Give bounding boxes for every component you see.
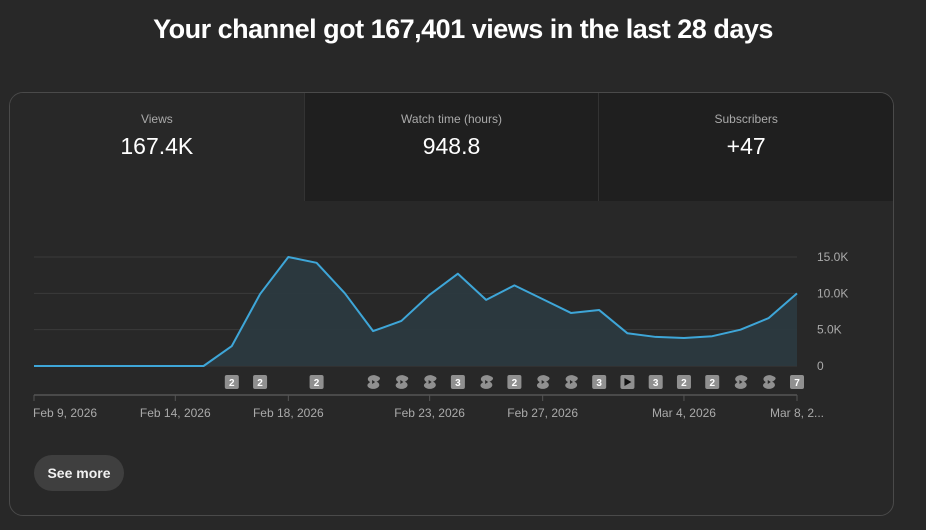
upload-count-badge: [253, 375, 268, 389]
y-tick-label: 0: [817, 359, 824, 373]
tab-watch-time[interactable]: Watch time (hours) 948.8: [303, 93, 599, 201]
upload-count-label: 3: [653, 378, 659, 389]
play-icon: [624, 378, 632, 386]
y-tick-label: 10.0K: [817, 286, 848, 300]
metric-tabs: Views 167.4K Watch time (hours) 948.8 Su…: [10, 93, 893, 201]
tab-label: Watch time (hours): [401, 112, 502, 126]
shorts-play-glyph: [485, 380, 489, 384]
x-tick-label: Feb 27, 2026: [507, 406, 578, 420]
upload-count-badge: [676, 375, 691, 389]
upload-count-label: 2: [314, 378, 320, 389]
x-tick-label: Feb 14, 2026: [140, 406, 211, 420]
upload-count-label: 2: [709, 378, 715, 389]
upload-count-label: 3: [596, 378, 602, 389]
page-title: Your channel got 167,401 views in the la…: [153, 14, 773, 44]
upload-count-badge: [507, 375, 522, 389]
x-tick-label: Mar 8, 2...: [770, 406, 824, 420]
upload-count-badge: [790, 375, 804, 389]
upload-count-badge: [705, 375, 720, 389]
views-chart: 0 5.0K 10.0K 15.0K Feb 9, 2026 Feb 14, 2026 Fe…: [33, 250, 848, 420]
x-tick-label: Feb 23, 2026: [394, 406, 465, 420]
upload-count-label: 2: [257, 378, 263, 389]
tab-subscribers[interactable]: Subscribers +47: [598, 93, 893, 201]
views-line: [34, 256, 798, 367]
area-fill: [34, 257, 797, 366]
shorts-play-glyph: [569, 380, 573, 384]
shorts-play-glyph: [541, 380, 545, 384]
upload-count-label: 2: [512, 378, 518, 389]
upload-count-badge: [450, 375, 465, 389]
upload-count-badge: [224, 375, 239, 389]
tab-views[interactable]: Views 167.4K: [10, 93, 304, 201]
upload-count-badge: [309, 375, 324, 389]
tab-value: 948.8: [422, 133, 481, 159]
shorts-play-glyph: [400, 380, 404, 384]
y-tick-label: 15.0K: [817, 250, 848, 264]
upload-count-badge: [592, 375, 607, 389]
upload-count-label: 7: [794, 378, 800, 389]
shorts-play-glyph: [767, 380, 771, 384]
upload-count-badge: [648, 375, 663, 389]
upload-count-label: 3: [455, 378, 461, 389]
upload-count-label: 2: [229, 378, 235, 389]
x-tick-label: Mar 4, 2026: [652, 406, 716, 420]
x-tick-label: Feb 18, 2026: [253, 406, 324, 420]
shorts-play-glyph: [739, 380, 743, 384]
shorts-play-glyph: [372, 380, 376, 384]
shorts-play-glyph: [428, 380, 432, 384]
tab-label: Subscribers: [714, 112, 778, 126]
tab-value: +47: [726, 133, 766, 159]
tab-label: Views: [140, 112, 173, 126]
x-tick-label: Feb 9, 2026: [33, 406, 97, 420]
analytics-card: Views 167.4K Watch time (hours) 948.8 Su…: [9, 92, 894, 516]
see-more-button[interactable]: See more: [34, 455, 124, 491]
y-tick-label: 5.0K: [817, 323, 842, 337]
tab-value: 167.4K: [120, 133, 194, 159]
upload-count-label: 2: [681, 378, 687, 389]
